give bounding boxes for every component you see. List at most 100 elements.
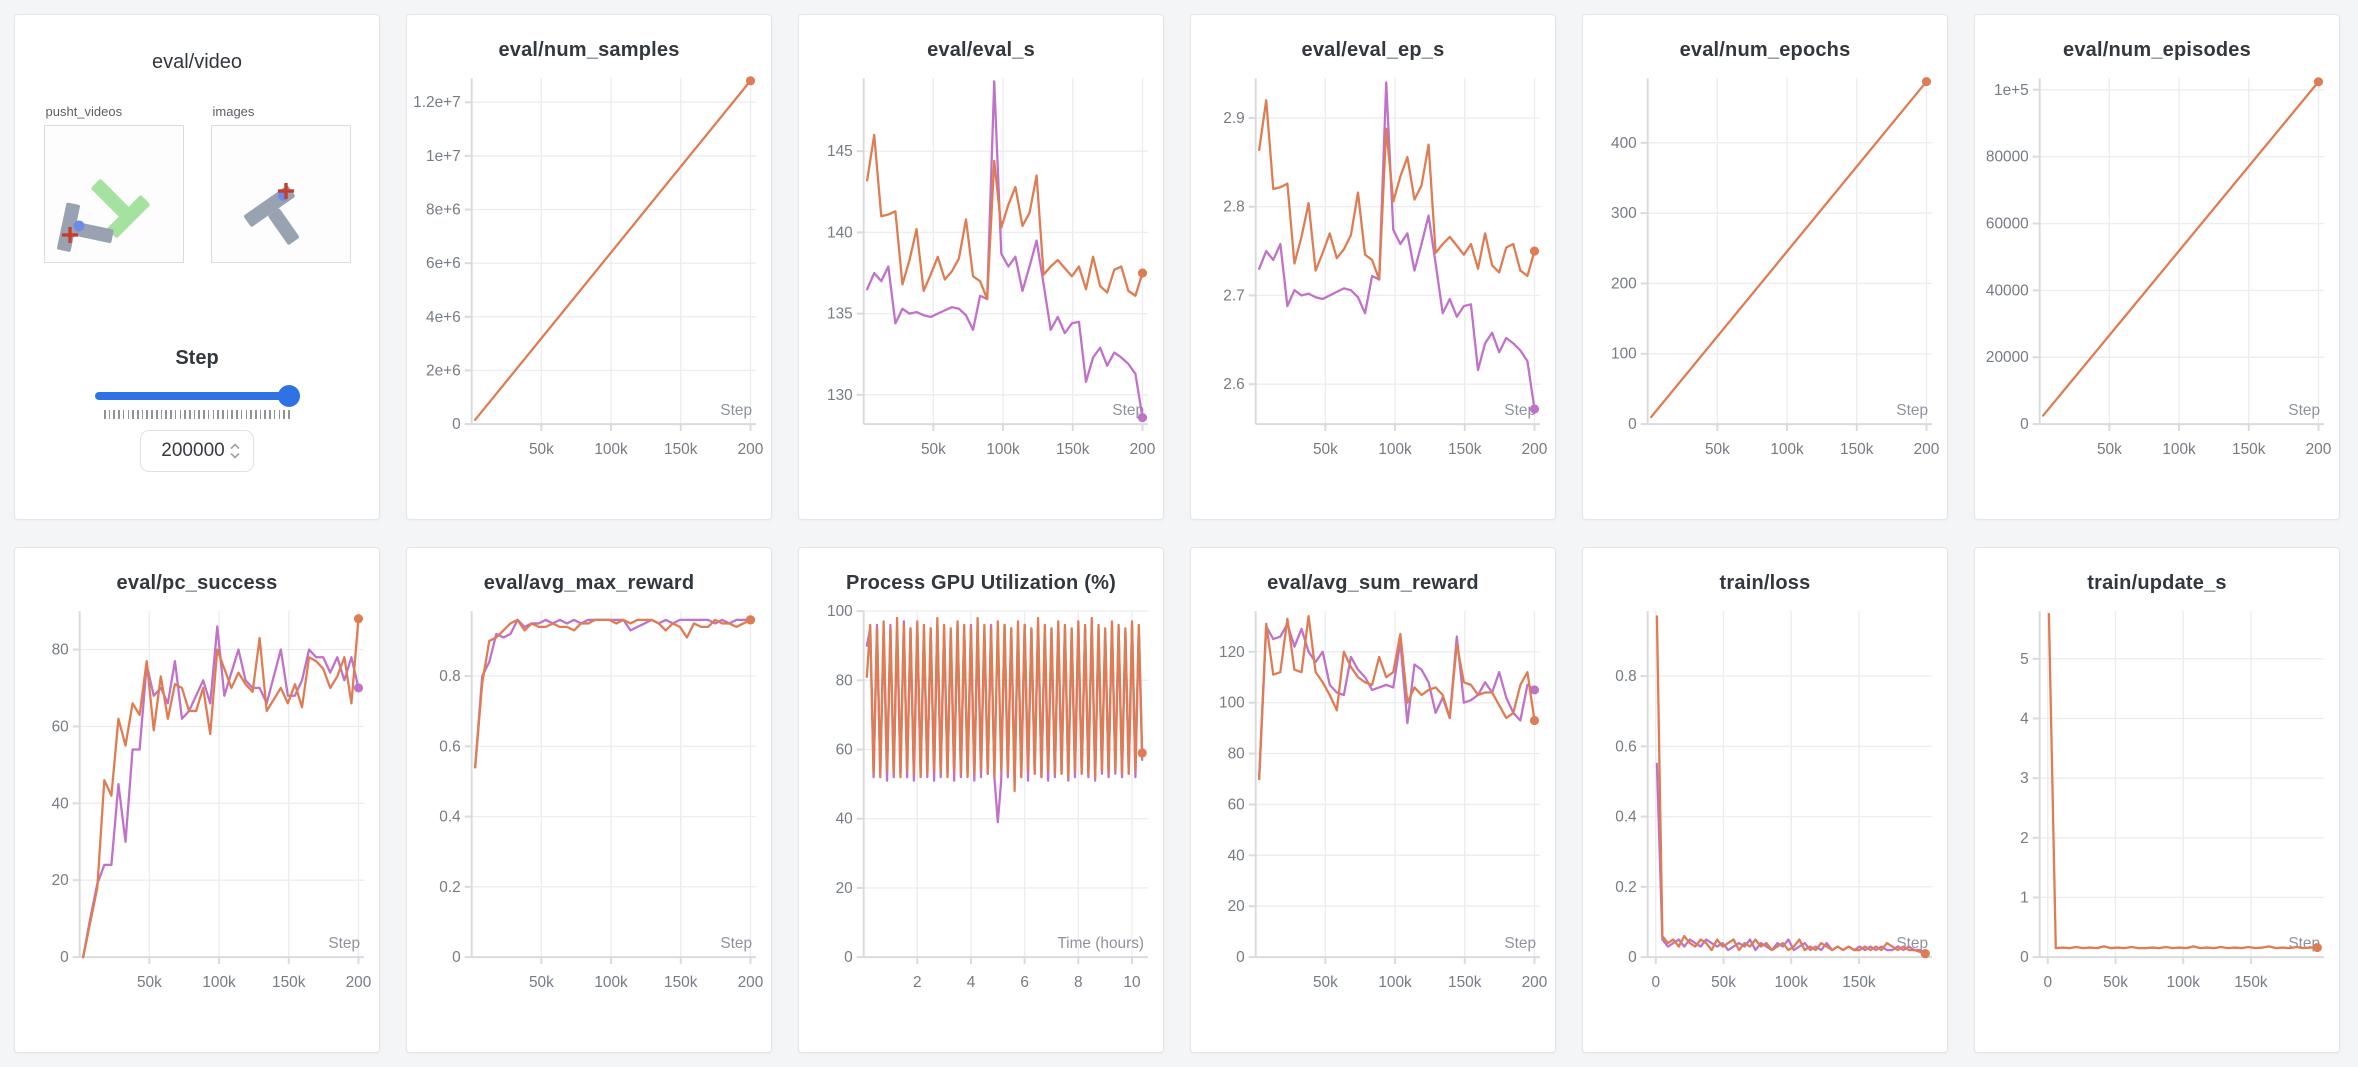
panel-title: train/loss: [1719, 572, 1811, 594]
panel-title: eval/num_epochs: [1679, 39, 1851, 61]
svg-text:400: 400: [1611, 135, 1637, 152]
svg-text:Step: Step: [720, 402, 752, 419]
media-label: images: [212, 104, 255, 119]
panel-train-update-s[interactable]: train/update_s 0 50k 100k 150k 0 1 2 3 4 5 Step: [1974, 547, 2340, 1053]
panel-eval-eval-s[interactable]: eval/eval_s 50k 100k 150k 200 130 135 140 145 St…: [798, 14, 1164, 520]
svg-text:100k: 100k: [1378, 441, 1412, 458]
svg-text:50k: 50k: [137, 974, 162, 991]
media-block-pusht-videos: pusht_videos: [43, 104, 184, 263]
svg-text:1e+7: 1e+7: [426, 148, 461, 165]
panel-title: eval/num_samples: [498, 39, 680, 61]
svg-text:0: 0: [1652, 974, 1661, 991]
svg-text:40: 40: [836, 811, 853, 828]
svg-text:150k: 150k: [1056, 441, 1090, 458]
chart-eval-avg-sum-reward[interactable]: 50k 100k 150k 200 0 20 40 60 80 100 120 Step: [1198, 601, 1548, 1003]
stepper-buttons[interactable]: [230, 443, 240, 459]
svg-text:6: 6: [1020, 974, 1029, 991]
slider-track[interactable]: [95, 392, 299, 400]
svg-text:0: 0: [452, 416, 461, 433]
svg-text:2: 2: [913, 974, 922, 991]
panel-eval-eval-ep-s[interactable]: eval/eval_ep_s 50k 100k 150k 200 2.6 2.7 2.8 2.…: [1190, 14, 1556, 520]
panel-process-gpu-utilization[interactable]: Process GPU Utilization (%) 2 4 6 8 10 0 20 40 6…: [798, 547, 1164, 1053]
green-t-shape: [90, 179, 150, 238]
pusht-scene-image: [56, 179, 150, 252]
pusht-video-thumbnail[interactable]: [43, 125, 184, 263]
svg-text:150k: 150k: [664, 441, 698, 458]
svg-text:20: 20: [52, 872, 69, 889]
svg-text:60: 60: [52, 718, 69, 735]
panel-eval-avg-sum-reward[interactable]: eval/avg_sum_reward 50k 100k 150k 200 0 20 40 6…: [1190, 547, 1556, 1053]
chart-eval-pc-success[interactable]: 50k 100k 150k 200 0 20 40 60 80 Step: [22, 601, 372, 1003]
panel-eval-num-episodes[interactable]: eval/num_episodes 50k 100k 150k 200 0 20000 40…: [1974, 14, 2340, 520]
svg-text:50k: 50k: [1313, 974, 1338, 991]
svg-text:0.6: 0.6: [439, 738, 460, 755]
step-slider[interactable]: [95, 384, 300, 408]
panel-eval-avg-max-reward[interactable]: eval/avg_max_reward 50k 100k 150k 200 0 0.2 0.…: [406, 547, 772, 1053]
svg-text:100: 100: [1611, 346, 1637, 363]
svg-text:0.2: 0.2: [1615, 879, 1636, 896]
svg-text:40: 40: [1228, 847, 1245, 864]
panel-title: eval/eval_s: [927, 39, 1035, 61]
slider-thumb[interactable]: [277, 385, 300, 407]
chart-eval-num-episodes[interactable]: 50k 100k 150k 200 0 20000 40000 60000 80000 1e+5 S…: [1982, 68, 2332, 470]
step-value-input[interactable]: [154, 440, 232, 462]
chart-eval-avg-max-reward[interactable]: 50k 100k 150k 200 0 0.2 0.4 0.6 0.8 Step: [414, 601, 764, 1003]
svg-text:50k: 50k: [2103, 974, 2128, 991]
svg-text:300: 300: [1611, 205, 1637, 222]
panel-train-loss[interactable]: train/loss 0 50k 100k 150k 0 0.2 0.4 0.6 0.8 Step: [1582, 547, 1948, 1053]
svg-text:50k: 50k: [1705, 441, 1730, 458]
panel-eval-video[interactable]: eval/video pusht_videos: [14, 14, 380, 520]
media-label: pusht_videos: [45, 104, 123, 119]
svg-text:4e+6: 4e+6: [426, 309, 461, 326]
svg-text:2.8: 2.8: [1223, 199, 1244, 216]
panel-title: eval/pc_success: [116, 572, 278, 594]
panel-title: eval/avg_sum_reward: [1267, 572, 1479, 594]
chart-eval-num-samples[interactable]: 50k 100k 150k 200 0 2e+6 4e+6 6e+6 8e+6 1e+7 1.2e+…: [414, 68, 764, 470]
chart-eval-eval-ep-s[interactable]: 50k 100k 150k 200 2.6 2.7 2.8 2.9 Step: [1198, 68, 1548, 470]
chevron-down-icon[interactable]: [230, 452, 240, 459]
svg-text:10: 10: [1123, 974, 1140, 991]
svg-text:150k: 150k: [1842, 974, 1876, 991]
svg-text:140: 140: [827, 224, 853, 241]
media-row: pusht_videos: [15, 104, 379, 263]
slider-tick-ruler: [104, 410, 290, 420]
svg-text:100k: 100k: [1770, 441, 1804, 458]
svg-text:0.8: 0.8: [439, 668, 460, 685]
svg-text:6e+6: 6e+6: [426, 255, 461, 272]
goal-cross-icon: [61, 227, 78, 243]
svg-text:0: 0: [2044, 974, 2053, 991]
chart-eval-num-epochs[interactable]: 50k 100k 150k 200 0 100 200 300 400 Step: [1590, 68, 1940, 470]
svg-text:40000: 40000: [1986, 282, 2029, 299]
chevron-up-icon[interactable]: [230, 443, 240, 450]
images-scene-image: [243, 183, 299, 245]
svg-text:50k: 50k: [529, 441, 554, 458]
chart-eval-eval-s[interactable]: 50k 100k 150k 200 130 135 140 145 Step: [806, 68, 1156, 470]
svg-text:2.9: 2.9: [1223, 110, 1244, 127]
svg-text:200: 200: [738, 974, 764, 991]
svg-text:150k: 150k: [664, 974, 698, 991]
svg-text:Step: Step: [328, 935, 360, 952]
svg-text:60000: 60000: [1986, 215, 2029, 232]
svg-text:8e+6: 8e+6: [426, 201, 461, 218]
media-block-images: images: [210, 104, 351, 263]
svg-text:0: 0: [452, 949, 461, 966]
svg-text:50k: 50k: [1313, 441, 1338, 458]
svg-text:100k: 100k: [1775, 974, 1809, 991]
svg-text:150k: 150k: [2234, 974, 2268, 991]
svg-text:2.6: 2.6: [1223, 376, 1244, 393]
svg-text:100k: 100k: [2162, 441, 2196, 458]
svg-text:100k: 100k: [594, 441, 628, 458]
images-thumbnail[interactable]: [210, 125, 351, 263]
svg-text:50k: 50k: [921, 441, 946, 458]
panel-eval-pc-success[interactable]: eval/pc_success 50k 100k 150k 200 0 20 40 60 80 S…: [14, 547, 380, 1053]
svg-text:100k: 100k: [2167, 974, 2201, 991]
svg-text:0.8: 0.8: [1615, 668, 1636, 685]
svg-text:Step: Step: [1504, 935, 1536, 952]
svg-text:145: 145: [827, 143, 853, 160]
panel-eval-num-epochs[interactable]: eval/num_epochs 50k 100k 150k 200 0 100 200 300…: [1582, 14, 1948, 520]
panel-eval-num-samples[interactable]: eval/num_samples 50k 100k 150k 200 0 2e+6 4e+6…: [406, 14, 772, 520]
